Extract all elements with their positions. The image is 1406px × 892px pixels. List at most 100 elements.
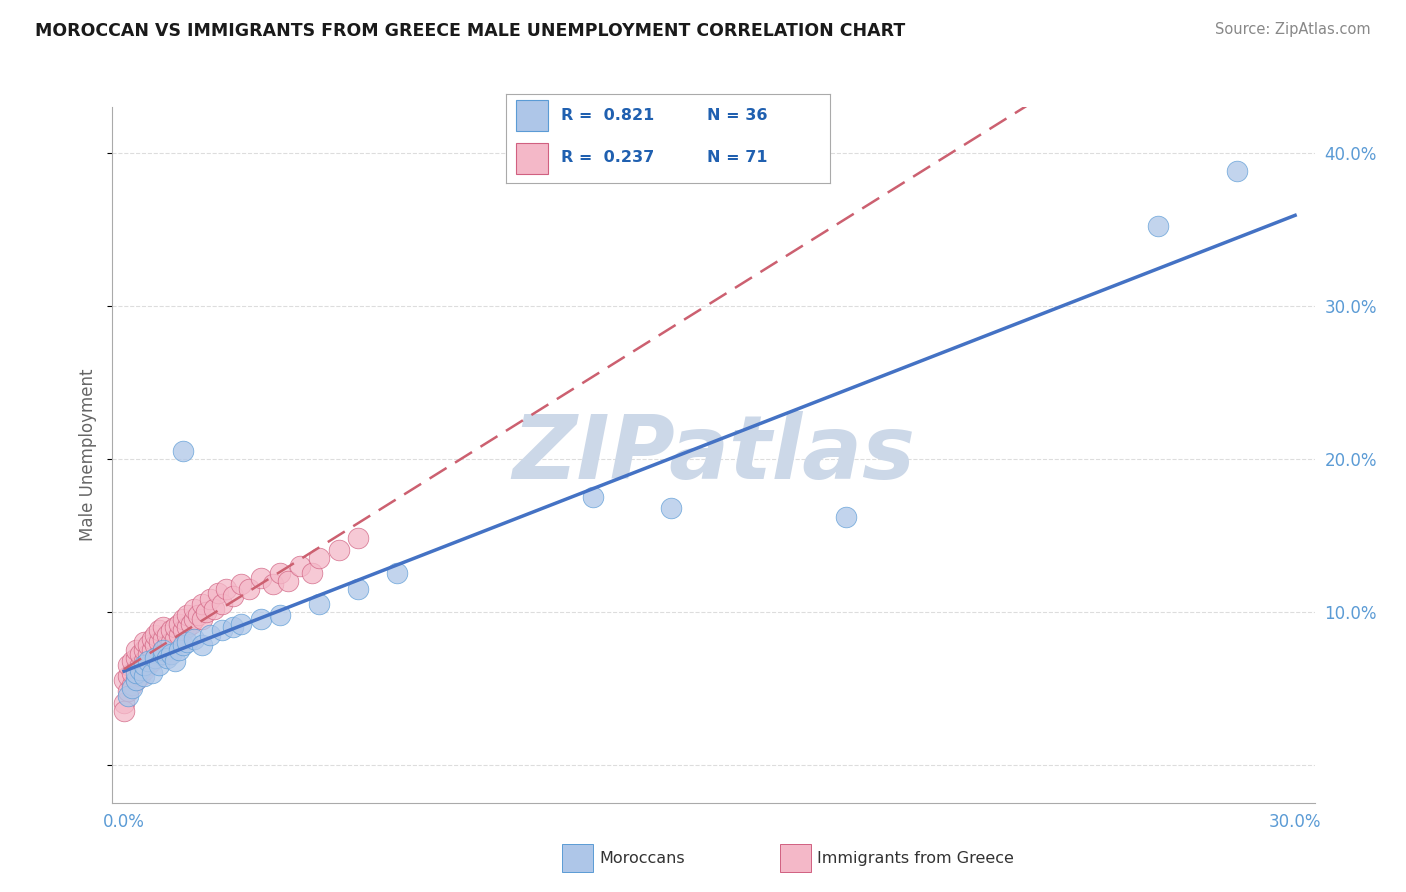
Point: [136, 654, 159, 668]
Point: [222, 620, 245, 634]
Point: [141, 632, 163, 647]
Point: [152, 643, 174, 657]
Text: Immigrants from Greece: Immigrants from Greece: [817, 851, 1014, 865]
Point: [128, 648, 150, 662]
Point: [117, 684, 139, 698]
Point: [172, 638, 194, 652]
Text: ZIPatlas: ZIPatlas: [512, 411, 915, 499]
Point: [112, 697, 135, 711]
FancyBboxPatch shape: [516, 143, 548, 174]
Point: [172, 612, 194, 626]
Point: [141, 643, 163, 657]
Point: [249, 571, 271, 585]
Point: [132, 663, 155, 677]
Point: [231, 616, 253, 631]
Point: [180, 616, 202, 631]
Point: [125, 663, 148, 677]
Point: [125, 643, 148, 657]
Point: [145, 627, 167, 641]
Point: [117, 689, 139, 703]
Point: [195, 605, 218, 619]
Point: [198, 592, 221, 607]
Point: [128, 669, 150, 683]
Point: [112, 673, 135, 688]
Point: [152, 643, 174, 657]
Point: [262, 577, 284, 591]
Point: [156, 638, 179, 652]
Point: [176, 607, 198, 622]
Point: [148, 648, 170, 662]
Point: [172, 623, 194, 637]
Point: [211, 623, 233, 637]
Point: [215, 582, 238, 596]
Point: [160, 623, 183, 637]
Point: [136, 648, 159, 662]
Point: [160, 648, 183, 662]
Point: [269, 607, 291, 622]
Point: [132, 635, 155, 649]
Point: [211, 597, 233, 611]
Point: [328, 543, 350, 558]
Point: [148, 623, 170, 637]
Point: [183, 612, 205, 626]
Point: [128, 663, 150, 677]
Point: [117, 669, 139, 683]
Point: [347, 582, 370, 596]
Point: [141, 654, 163, 668]
Point: [152, 620, 174, 634]
Point: [191, 612, 214, 626]
Point: [1147, 219, 1170, 234]
Point: [222, 590, 245, 604]
Point: [117, 658, 139, 673]
Text: Source: ZipAtlas.com: Source: ZipAtlas.com: [1215, 22, 1371, 37]
Point: [132, 643, 155, 657]
Point: [145, 650, 167, 665]
Point: [163, 620, 186, 634]
Point: [202, 601, 225, 615]
Point: [167, 627, 190, 641]
Point: [132, 658, 155, 673]
Point: [238, 582, 260, 596]
Point: [125, 650, 148, 665]
Point: [125, 673, 148, 688]
Text: N = 71: N = 71: [707, 151, 768, 165]
Point: [167, 616, 190, 631]
Text: N = 36: N = 36: [707, 108, 768, 122]
Point: [121, 665, 143, 680]
Point: [145, 650, 167, 665]
Point: [128, 658, 150, 673]
Point: [835, 509, 858, 524]
Point: [172, 444, 194, 458]
Point: [301, 566, 323, 581]
Point: [207, 586, 229, 600]
Point: [191, 638, 214, 652]
Point: [249, 612, 271, 626]
Point: [308, 551, 330, 566]
Point: [163, 632, 186, 647]
Point: [136, 658, 159, 673]
Text: MOROCCAN VS IMMIGRANTS FROM GREECE MALE UNEMPLOYMENT CORRELATION CHART: MOROCCAN VS IMMIGRANTS FROM GREECE MALE …: [35, 22, 905, 40]
Y-axis label: Male Unemployment: Male Unemployment: [79, 368, 97, 541]
Point: [160, 635, 183, 649]
Point: [148, 635, 170, 649]
Point: [112, 704, 135, 718]
Point: [132, 669, 155, 683]
Point: [132, 654, 155, 668]
Point: [659, 500, 682, 515]
Point: [191, 597, 214, 611]
Point: [269, 566, 291, 581]
Point: [183, 632, 205, 647]
Point: [387, 566, 409, 581]
Point: [198, 627, 221, 641]
Point: [176, 635, 198, 649]
Point: [125, 673, 148, 688]
Point: [156, 627, 179, 641]
Point: [187, 607, 209, 622]
FancyBboxPatch shape: [516, 100, 548, 131]
Point: [152, 632, 174, 647]
Point: [136, 638, 159, 652]
Point: [148, 658, 170, 673]
Point: [347, 531, 370, 545]
Point: [121, 654, 143, 668]
Text: Moroccans: Moroccans: [599, 851, 685, 865]
